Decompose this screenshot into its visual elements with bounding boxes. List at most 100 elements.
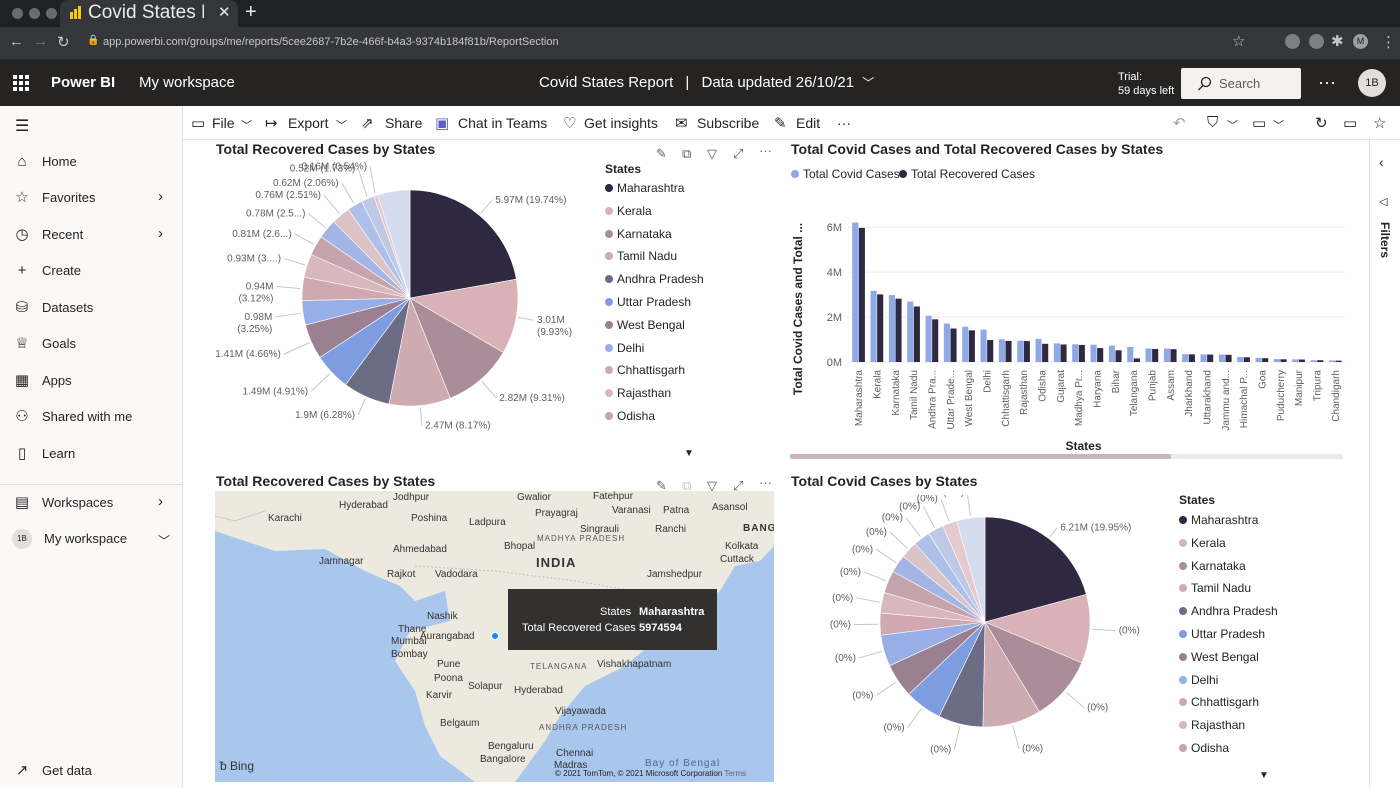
extensions-puzzle-icon[interactable]: ✱: [1331, 33, 1344, 50]
bookmark-icon[interactable]: ⛉: [1207, 114, 1219, 131]
bar[interactable]: [980, 329, 987, 362]
pie-slice[interactable]: [409, 297, 504, 399]
pie-slice[interactable]: [409, 278, 519, 353]
bar[interactable]: [1273, 359, 1280, 362]
filters-pane[interactable]: ‹ ◁: [1369, 140, 1400, 788]
more-options-icon[interactable]: ···: [837, 115, 851, 131]
nav-item-create[interactable]: + Create: [0, 256, 183, 286]
bar[interactable]: [1255, 357, 1262, 362]
chat-in-teams-button[interactable]: Chat in Teams: [458, 115, 548, 131]
legend-item[interactable]: Tamil Nadu: [605, 249, 677, 263]
bar[interactable]: [888, 295, 895, 362]
legend-item[interactable]: Odisha: [1179, 741, 1229, 755]
legend-item[interactable]: Andhra Pradesh: [605, 272, 704, 286]
bar[interactable]: [1005, 340, 1012, 362]
bar[interactable]: [998, 339, 1005, 362]
bar[interactable]: [962, 326, 969, 362]
pie-slice[interactable]: [377, 189, 411, 299]
bar[interactable]: [1200, 354, 1207, 362]
pie-chart-covid[interactable]: 6.21M (19.95%)(0%)(0%)(0%)(0%)(0%)(0%)(0…: [791, 495, 1171, 780]
nav-item-apps[interactable]: ▦ Apps: [0, 366, 183, 396]
bar[interactable]: [1280, 359, 1287, 362]
user-avatar[interactable]: 1B: [1358, 69, 1386, 97]
bar[interactable]: [950, 328, 957, 362]
app-launcher-icon[interactable]: [13, 75, 29, 91]
nav-item-get-data[interactable]: ↗ Get data: [0, 756, 183, 786]
legend-item[interactable]: Karnataka: [605, 227, 672, 241]
brand-name[interactable]: Power BI: [51, 74, 116, 91]
copy-icon[interactable]: ⧉: [682, 478, 692, 493]
legend-scroll-down-icon[interactable]: ▼: [1259, 770, 1269, 781]
search-box[interactable]: Search: [1181, 68, 1301, 99]
bar[interactable]: [1152, 348, 1159, 362]
window-minimize-dot[interactable]: [29, 8, 40, 19]
bar[interactable]: [1017, 340, 1024, 362]
bar[interactable]: [907, 301, 914, 362]
pie-slice[interactable]: [984, 594, 1091, 664]
browser-menu-icon[interactable]: ⋮: [1381, 34, 1396, 51]
legend-scroll-down-icon[interactable]: ▼: [684, 448, 694, 459]
bar[interactable]: [1207, 354, 1214, 362]
pie-slice[interactable]: [409, 189, 517, 299]
pie-slice[interactable]: [984, 516, 1087, 623]
view-icon[interactable]: ▭: [1252, 115, 1267, 132]
nav-item-goals[interactable]: ♕ Goals: [0, 329, 183, 359]
nav-item-home[interactable]: ⌂ Home: [0, 147, 183, 177]
bar[interactable]: [852, 222, 859, 362]
filter-icon[interactable]: ▽: [707, 478, 717, 493]
bar[interactable]: [1042, 343, 1049, 362]
nav-item-favorites[interactable]: ☆ Favorites ›: [0, 183, 183, 213]
pin-icon[interactable]: ✎: [656, 478, 667, 493]
bar[interactable]: [932, 319, 939, 362]
bar[interactable]: [1218, 354, 1225, 362]
subscribe-button[interactable]: Subscribe: [697, 115, 760, 131]
more-options-icon[interactable]: ···: [1318, 72, 1336, 92]
filter-icon[interactable]: ▽: [707, 146, 717, 161]
bar[interactable]: [1170, 349, 1177, 362]
legend-item[interactable]: Delhi: [605, 341, 644, 355]
bar[interactable]: [987, 339, 994, 362]
bar-legend-item[interactable]: Total Covid Cases: [791, 167, 900, 181]
bar[interactable]: [968, 330, 975, 362]
bar[interactable]: [1182, 354, 1189, 362]
bar[interactable]: [1298, 359, 1305, 362]
bar[interactable]: [1310, 360, 1317, 362]
back-icon[interactable]: ←: [9, 33, 24, 50]
bar[interactable]: [1097, 348, 1104, 362]
bar[interactable]: [925, 315, 932, 362]
browser-tab[interactable]: Covid States Report ✕: [60, 0, 238, 27]
reload-icon[interactable]: ↻: [57, 34, 70, 51]
forward-icon[interactable]: →: [33, 33, 48, 50]
export-menu[interactable]: Export: [288, 115, 329, 131]
bar[interactable]: [1060, 344, 1067, 362]
legend-item[interactable]: West Bengal: [1179, 650, 1259, 664]
comment-icon[interactable]: ▭: [1343, 115, 1358, 132]
pie-slice[interactable]: [956, 516, 986, 623]
pin-icon[interactable]: ✎: [656, 146, 667, 161]
edit-button[interactable]: Edit: [796, 115, 821, 131]
bar[interactable]: [1145, 348, 1152, 362]
window-close-dot[interactable]: [12, 8, 23, 19]
nav-item-workspaces[interactable]: ▤ Workspaces ›: [0, 488, 183, 518]
legend-item[interactable]: Chhattisgarh: [1179, 695, 1259, 709]
bar[interactable]: [1133, 358, 1140, 362]
terms-link[interactable]: Terms: [724, 769, 747, 778]
bar[interactable]: [1188, 354, 1195, 362]
more-options-icon[interactable]: ···: [759, 143, 772, 158]
bar[interactable]: [1328, 360, 1335, 362]
copy-icon[interactable]: ⧉: [682, 146, 692, 161]
window-maximize-dot[interactable]: [46, 8, 57, 19]
bar[interactable]: [870, 290, 877, 362]
bar[interactable]: [1023, 341, 1030, 362]
bar[interactable]: [1237, 357, 1244, 362]
url-text[interactable]: app.powerbi.com/groups/me/reports/5cee26…: [103, 36, 559, 48]
nav-item-learn[interactable]: ▯ Learn: [0, 439, 183, 469]
scrollbar-thumb[interactable]: [790, 454, 1172, 459]
legend-item[interactable]: Delhi: [1179, 673, 1218, 687]
bar[interactable]: [1035, 338, 1042, 362]
bar[interactable]: [1243, 357, 1250, 362]
bar[interactable]: [1262, 358, 1269, 362]
nav-item-shared[interactable]: ⚇ Shared with me: [0, 402, 183, 432]
report-title[interactable]: Covid States Report | Data updated 26/10…: [539, 74, 874, 91]
bar[interactable]: [1108, 345, 1115, 362]
